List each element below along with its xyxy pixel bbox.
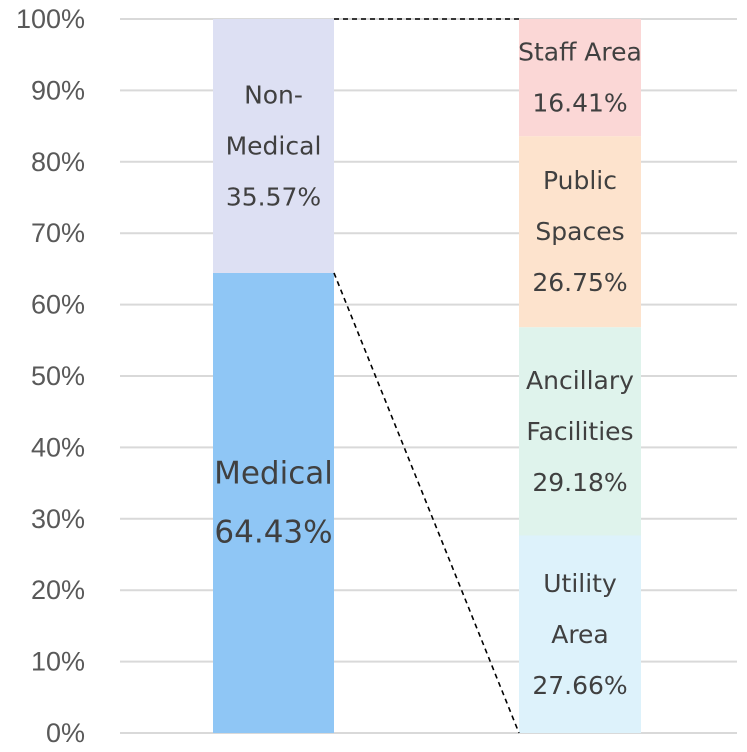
segment-label: Ancillary <box>526 366 634 395</box>
segment-label: 35.57% <box>226 182 321 211</box>
y-axis-tick-labels: 0% 10% 20% 30% 40% 50% 60% 70% 80% 90% 100% <box>16 4 85 748</box>
segment-label: Area <box>551 620 609 649</box>
y-tick-label: 50% <box>31 361 85 391</box>
y-tick-label: 30% <box>31 504 85 534</box>
y-tick-label: 80% <box>31 147 85 177</box>
stacked-bars <box>213 19 641 733</box>
y-tick-label: 60% <box>31 290 85 320</box>
segment-label: 29.18% <box>532 468 627 497</box>
bar-segment <box>519 19 641 137</box>
segment-label: Medical <box>214 455 333 491</box>
bar-segment <box>213 272 334 733</box>
y-tick-label: 90% <box>31 75 85 105</box>
connector-lines <box>333 18 520 734</box>
y-tick-label: 40% <box>31 432 85 462</box>
y-tick-label: 70% <box>31 218 85 248</box>
bar-segment <box>519 535 641 733</box>
bar-segment <box>519 136 641 328</box>
y-tick-label: 10% <box>31 647 85 677</box>
segment-label: Staff Area <box>518 38 642 67</box>
segment-label: 16.41% <box>532 89 627 118</box>
segment-label: Facilities <box>526 417 633 446</box>
segment-label: Medical <box>226 131 322 160</box>
segment-label: 27.66% <box>532 671 627 700</box>
segment-label: Public <box>543 166 617 195</box>
y-tick-label: 100% <box>16 4 85 34</box>
segment-label: 26.75% <box>532 268 627 297</box>
y-tick-label: 0% <box>46 718 85 748</box>
gridlines <box>120 18 737 734</box>
segment-label: 64.43% <box>214 514 332 550</box>
bar-segment <box>519 327 641 536</box>
bar-segment <box>213 19 334 273</box>
y-tick-label: 20% <box>31 575 85 605</box>
segment-label: Utility <box>543 569 617 598</box>
segment-label: Non- <box>244 80 303 109</box>
connector-line <box>333 272 520 734</box>
segment-labels: Medical 64.43% Non- Medical 35.57% Utility Are… <box>214 38 642 700</box>
segment-label: Spaces <box>535 217 624 246</box>
